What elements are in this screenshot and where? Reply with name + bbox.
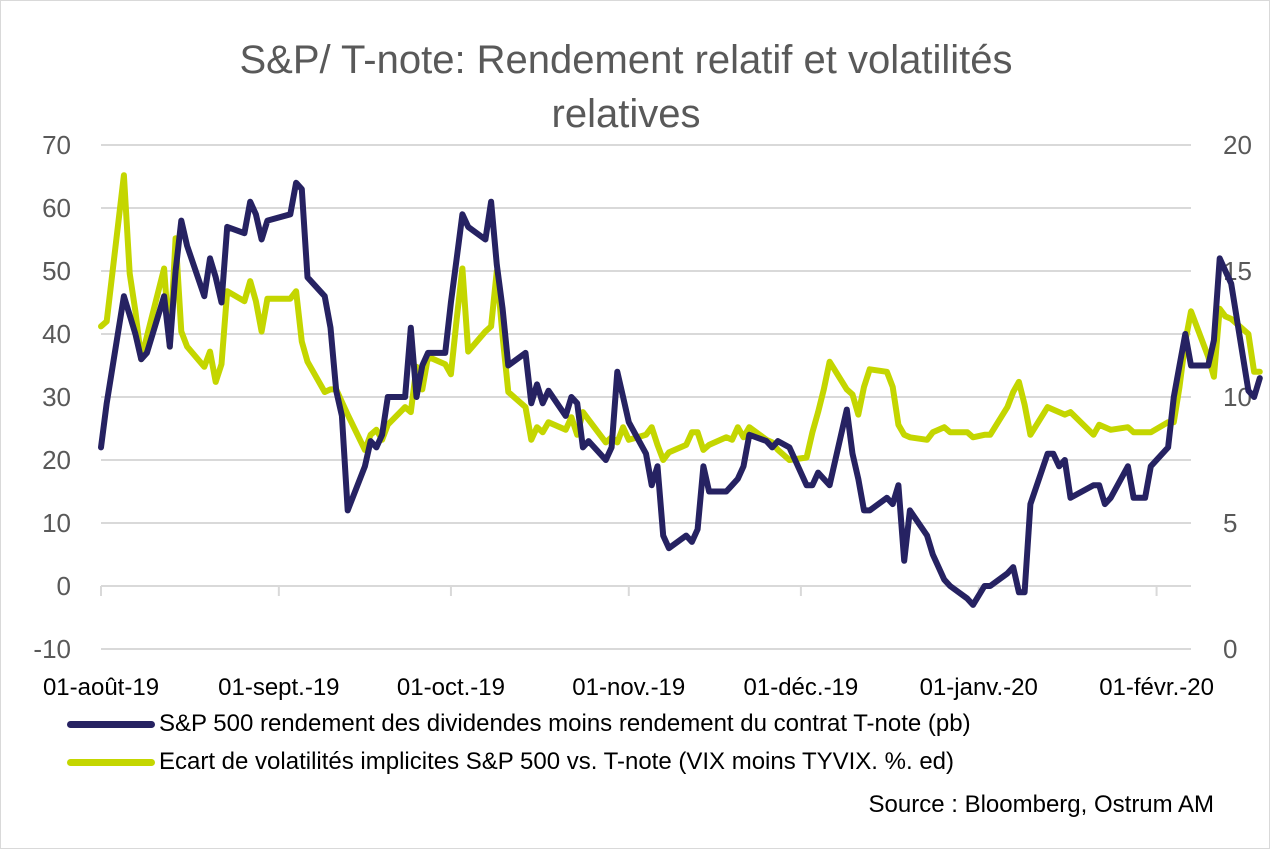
chart-title-line-1: S&P/ T-note: Rendement relatif et volati… (239, 38, 1013, 82)
x-tick-label-0: 01-août-19 (43, 674, 159, 701)
x-tick-label-6: 01-févr.-20 (1099, 674, 1214, 701)
x-tick-label-5: 01-janv.-20 (920, 674, 1038, 701)
axes (100, 585, 1191, 596)
y-left-tick-label-4: 30 (42, 382, 71, 412)
chart-title: S&P/ T-note: Rendement relatif et volati… (1, 33, 1251, 141)
legend-item-dividend-yield: S&P 500 rendement des dividendes moins r… (67, 709, 971, 739)
legend-item-volatility-spread: Ecart de volatilités implicites S&P 500 … (67, 747, 954, 777)
series-line-1 (98, 172, 1263, 463)
y-right-tick-label-4: 0 (1223, 634, 1237, 664)
series-lines (98, 172, 1263, 608)
legend-swatch-lime (67, 758, 155, 766)
y-left-tick-label-5: 20 (42, 445, 71, 475)
chart-title-line-2: relatives (551, 92, 701, 136)
gridlines (101, 144, 1191, 650)
y-left-tick-label-8: -10 (33, 634, 71, 664)
y-left-tick-label-2: 50 (42, 256, 71, 286)
legend-swatch-navy (67, 720, 155, 728)
x-tick-label-3: 01-nov.-19 (572, 674, 685, 701)
y-left-tick-label-1: 60 (42, 193, 71, 223)
x-tick-label-4: 01-déc.-19 (744, 674, 859, 701)
y-left-tick-label-6: 10 (42, 508, 71, 538)
y-left-tick-label-3: 40 (42, 319, 71, 349)
source-note: Source : Bloomberg, Ostrum AM (868, 791, 1214, 818)
legend-label-dividend-yield: S&P 500 rendement des dividendes moins r… (159, 710, 971, 737)
y-left-tick-label-7: 0 (57, 571, 71, 601)
series-line-0 (98, 179, 1263, 608)
legend-label-volatility-spread: Ecart de volatilités implicites S&P 500 … (159, 748, 954, 775)
y-right-tick-label-3: 5 (1223, 508, 1237, 538)
y-right-tick-label-0: 20 (1223, 130, 1252, 160)
y-axis-left-labels: 70 60 50 40 30 20 10 0 -10 (33, 130, 71, 664)
y-left-tick-label-0: 70 (42, 130, 71, 160)
x-tick-label-1: 01-sept.-19 (218, 674, 339, 701)
x-axis-labels: 01-août-19 01-sept.-19 01-oct.-19 01-nov.-1… (43, 674, 1214, 701)
x-tick-label-2: 01-oct.-19 (397, 674, 505, 701)
